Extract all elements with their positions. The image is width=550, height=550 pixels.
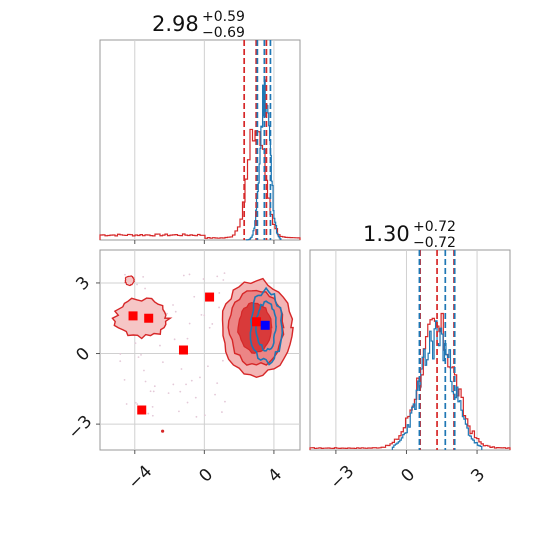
joint-sample-point — [203, 314, 206, 317]
joint-ytick-label: 0 — [72, 344, 94, 366]
joint-sample-point — [214, 393, 216, 396]
y-marginal-xtick-labels: −3 0 3 — [326, 462, 489, 494]
joint-sample-point — [202, 278, 205, 280]
joint-red-marker — [178, 345, 188, 355]
joint-sample-point — [125, 403, 128, 405]
joint-sample-point — [218, 306, 220, 309]
joint-sample-point — [124, 273, 126, 276]
joint-ytick-labels: 3 0 −3 — [64, 273, 96, 444]
joint-sample-point — [151, 414, 154, 417]
joint-red-marker — [128, 311, 138, 321]
joint-ytick-label: −3 — [64, 412, 96, 444]
joint-sample-point — [200, 313, 203, 316]
joint-sample-point — [224, 400, 226, 403]
y-marginal-title: 1.30 +0.72 −0.72 — [363, 219, 456, 251]
x-marginal-blue-histogram — [245, 79, 282, 241]
joint-sample-point — [144, 287, 146, 290]
y-title-minus: −0.72 — [413, 235, 456, 251]
joint-sample-point — [188, 322, 191, 325]
joint-xtick-label: 4 — [264, 465, 286, 487]
joint-sample-point — [182, 274, 185, 277]
joint-sample-point — [161, 429, 165, 433]
joint-sample-point — [211, 323, 214, 325]
joint-sample-point — [180, 368, 183, 370]
joint-red-contour-island — [111, 297, 173, 340]
y-title-value: 1.30 — [363, 222, 410, 246]
joint-sample-point — [143, 369, 145, 372]
joint-ytick-label: 3 — [72, 273, 94, 295]
joint-sample-point — [144, 380, 147, 383]
joint-red-contour-island — [124, 275, 135, 287]
joint-sample-point — [151, 405, 154, 408]
joint-sample-point — [199, 376, 201, 379]
ymarg-xtick-label: 0 — [397, 465, 419, 487]
joint-xtick-label: −4 — [124, 462, 156, 494]
joint-sample-point — [172, 304, 174, 306]
x-title-minus: −0.69 — [202, 25, 245, 41]
joint-sample-point — [159, 344, 161, 347]
joint-sample-point — [147, 412, 150, 415]
joint-sample-point — [166, 312, 168, 315]
x-title-plus: +0.59 — [202, 9, 245, 25]
joint-sample-point — [186, 401, 189, 404]
joint-red-marker — [137, 405, 147, 415]
joint-sample-point — [204, 414, 206, 417]
joint-sample-point — [221, 411, 223, 413]
joint-sample-point — [134, 342, 137, 345]
joint-contour-panel — [96, 249, 301, 454]
joint-sample-point — [137, 356, 140, 358]
joint-sample-point — [149, 390, 152, 393]
joint-sample-point — [222, 279, 225, 281]
x-marginal-panel — [99, 39, 301, 244]
x-title-value: 2.98 — [152, 12, 199, 36]
joint-sample-point — [174, 310, 177, 313]
x-marginal-title: 2.98 +0.59 −0.69 — [152, 9, 245, 41]
joint-sample-point — [195, 415, 198, 418]
y-marginal-panel — [309, 249, 511, 454]
joint-sample-point — [194, 396, 197, 399]
joint-red-marker — [252, 317, 262, 327]
joint-sample-point — [134, 401, 137, 404]
joint-sample-point — [172, 383, 175, 386]
joint-red-contour-inner — [237, 301, 273, 354]
joint-sample-point — [216, 275, 219, 278]
joint-sample-point — [207, 365, 209, 368]
x-marginal-red-histogram — [99, 128, 301, 240]
joint-sample-point — [123, 378, 126, 381]
ymarg-xtick-label: −3 — [326, 462, 358, 494]
joint-sample-point — [119, 360, 122, 363]
joint-sample-point — [188, 273, 191, 276]
joint-sample-point — [218, 292, 221, 294]
joint-red-marker — [144, 313, 154, 323]
joint-sample-point — [222, 359, 224, 362]
joint-sample-point — [173, 338, 176, 341]
y-title-plus: +0.72 — [413, 219, 456, 235]
joint-sample-point — [161, 361, 164, 364]
joint-sample-point — [208, 326, 211, 329]
joint-red-marker — [205, 292, 215, 302]
joint-blue-contour-outer — [249, 286, 284, 366]
joint-sample-point — [193, 295, 196, 298]
joint-sample-point — [186, 337, 189, 340]
joint-xtick-label: 0 — [195, 465, 217, 487]
joint-sample-point — [136, 403, 139, 406]
joint-xtick-labels: −4 0 4 — [124, 462, 286, 494]
joint-sample-point — [136, 283, 138, 286]
joint-sample-point — [179, 390, 182, 393]
joint-sample-point — [223, 272, 226, 274]
joint-sample-point — [190, 379, 193, 382]
joint-blue-contour-inner — [255, 300, 278, 352]
joint-sample-point — [185, 383, 187, 386]
joint-sample-point — [216, 382, 219, 385]
joint-sample-point — [152, 390, 155, 393]
joint-sample-point — [119, 353, 122, 355]
joint-sample-point — [140, 354, 142, 356]
joint-sample-point — [167, 392, 170, 395]
joint-sample-point — [178, 410, 180, 413]
joint-blue-marker — [260, 320, 270, 330]
joint-sample-point — [153, 385, 156, 388]
ymarg-xtick-label: 3 — [467, 465, 489, 487]
joint-sample-point — [142, 275, 145, 278]
